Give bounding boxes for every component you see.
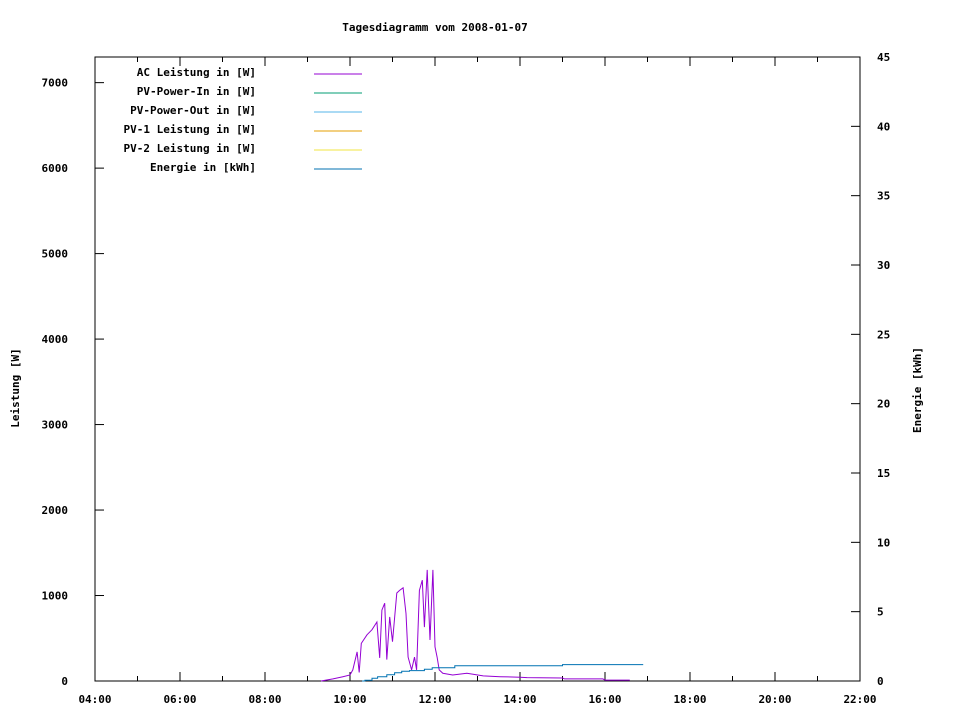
legend-label-1: PV-Power-In in [W] (137, 85, 256, 98)
y-tick-label: 3000 (42, 419, 69, 432)
legend-label-3: PV-1 Leistung in [W] (124, 123, 256, 136)
y-tick-label: 2000 (42, 504, 69, 517)
y2-tick-label: 30 (877, 259, 890, 272)
x-tick-label: 20:00 (758, 693, 791, 706)
legend-label-5: Energie in [kWh] (150, 161, 256, 174)
y2-tick-label: 5 (877, 606, 884, 619)
legend-label-4: PV-2 Leistung in [W] (124, 142, 256, 155)
y2-tick-label: 25 (877, 328, 890, 341)
y2-tick-label: 20 (877, 398, 890, 411)
series-line-5 (362, 664, 644, 682)
chart-title: Tagesdiagramm vom 2008-01-07 (342, 21, 527, 34)
y-tick-label: 1000 (42, 590, 69, 603)
y-tick-label: 4000 (42, 333, 69, 346)
y2-tick-label: 15 (877, 467, 890, 480)
y-tick-label: 5000 (42, 248, 69, 261)
y2-tick-label: 35 (877, 190, 890, 203)
y-tick-label: 0 (61, 675, 68, 688)
legend-label-2: PV-Power-Out in [W] (130, 104, 256, 117)
y2-tick-label: 10 (877, 536, 890, 549)
x-tick-label: 18:00 (673, 693, 706, 706)
y-axis-label: Leistung [W] (9, 348, 22, 427)
x-tick-label: 12:00 (418, 693, 451, 706)
y2-tick-label: 0 (877, 675, 884, 688)
y-tick-label: 6000 (42, 162, 69, 175)
y-tick-label: 7000 (42, 77, 69, 90)
x-tick-label: 16:00 (588, 693, 621, 706)
y2-tick-label: 45 (877, 51, 890, 64)
x-tick-label: 06:00 (163, 693, 196, 706)
x-tick-label: 04:00 (78, 693, 111, 706)
series-line-0 (320, 569, 630, 682)
x-tick-label: 08:00 (248, 693, 281, 706)
y2-tick-label: 40 (877, 120, 890, 133)
x-tick-label: 22:00 (843, 693, 876, 706)
x-tick-label: 14:00 (503, 693, 536, 706)
y2-axis-label: Energie [kWh] (911, 347, 924, 433)
legend-label-0: AC Leistung in [W] (137, 66, 256, 79)
x-tick-label: 10:00 (333, 693, 366, 706)
